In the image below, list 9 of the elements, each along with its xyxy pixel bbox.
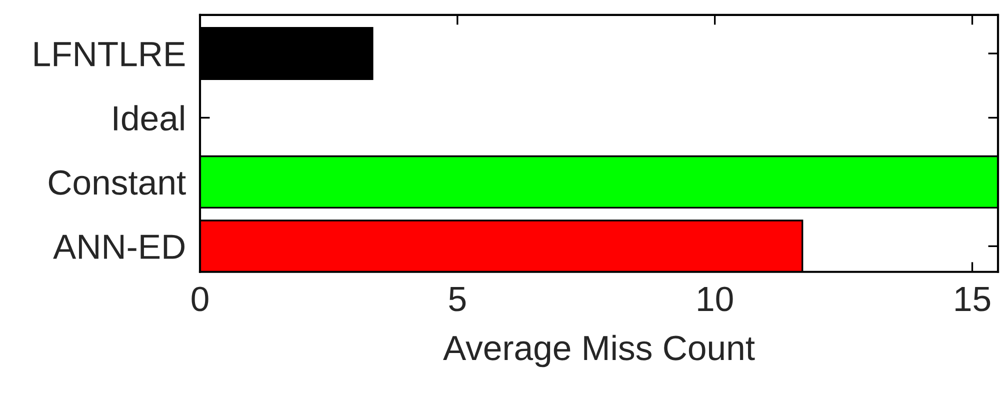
y-tick-label: LFNTLRE xyxy=(34,42,185,66)
y-tick-label: ANN-ED xyxy=(53,234,184,259)
x-axis-title: Average Miss Count xyxy=(443,334,755,368)
x-tick-label: 0 xyxy=(192,286,208,312)
y-tick-label: Constant xyxy=(48,170,186,195)
y-tick-label: Ideal xyxy=(114,105,184,131)
x-tick-label: 15 xyxy=(956,287,990,312)
x-tick-label: 5 xyxy=(449,287,466,312)
x-tick-label: 10 xyxy=(698,286,733,312)
